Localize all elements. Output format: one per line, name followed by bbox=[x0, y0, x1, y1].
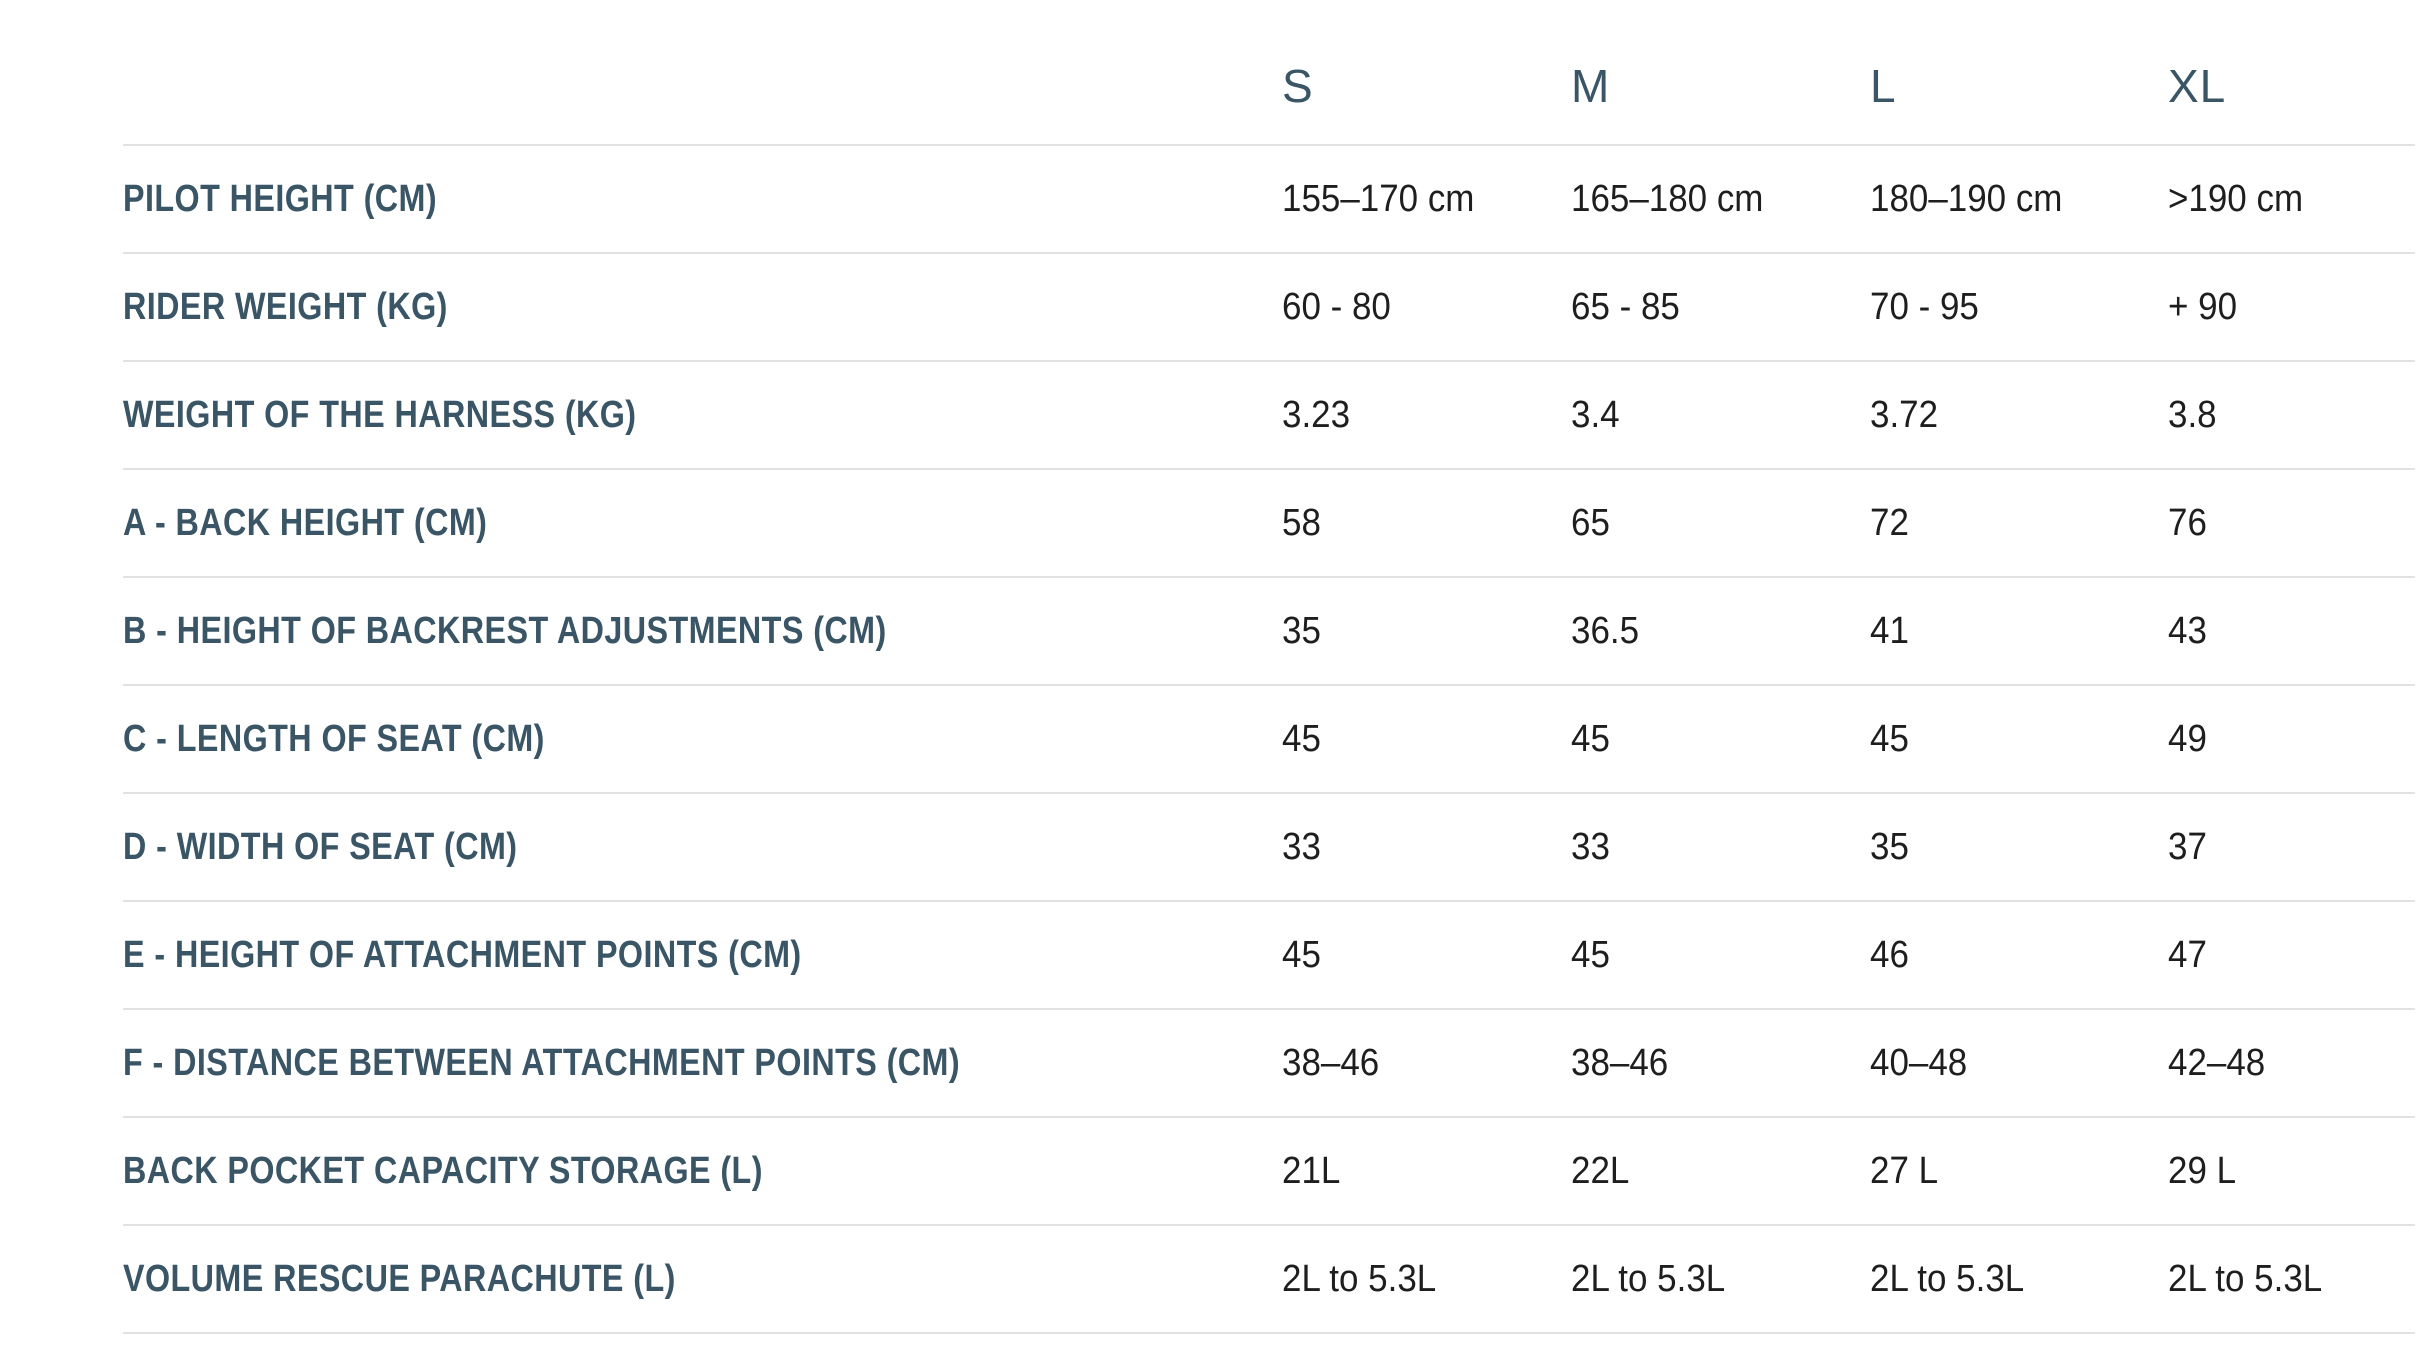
cell-value: 40–48 bbox=[1870, 1041, 1968, 1084]
table-row: E - HEIGHT OF ATTACHMENT POINTS (CM) 45 … bbox=[123, 902, 2415, 1010]
row-label: PILOT HEIGHT (CM) bbox=[123, 177, 438, 220]
cell-value: 33 bbox=[1571, 825, 1610, 868]
table-row: D - WIDTH OF SEAT (CM) 33 33 35 37 bbox=[123, 794, 2415, 902]
cell-value: 35 bbox=[1282, 609, 1321, 652]
cell-value: 35 bbox=[1870, 825, 1909, 868]
cell-value: 43 bbox=[2168, 609, 2207, 652]
row-label: E - HEIGHT OF ATTACHMENT POINTS (CM) bbox=[123, 933, 802, 976]
row-label: D - WIDTH OF SEAT (CM) bbox=[123, 825, 518, 868]
harness-size-spec-table: S M L XL PILOT HEIGHT (CM) 155–170 cm 16… bbox=[123, 0, 2415, 1334]
cell-value: 45 bbox=[1282, 717, 1321, 760]
size-column-header-m: M bbox=[1571, 60, 1611, 112]
cell-value: 2L to 5.3L bbox=[2168, 1257, 2323, 1300]
table-row: A - BACK HEIGHT (CM) 58 65 72 76 bbox=[123, 470, 2415, 578]
size-header-row: S M L XL bbox=[123, 0, 2415, 144]
cell-value: 45 bbox=[1870, 717, 1909, 760]
cell-value: 3.72 bbox=[1870, 393, 1939, 436]
cell-value: 46 bbox=[1870, 933, 1909, 976]
cell-value: 72 bbox=[1870, 501, 1909, 544]
table-row: WEIGHT OF THE HARNESS (KG) 3.23 3.4 3.72… bbox=[123, 362, 2415, 470]
cell-value: >190 cm bbox=[2168, 177, 2304, 220]
cell-value: 180–190 cm bbox=[1870, 177, 2063, 220]
table-body: PILOT HEIGHT (CM) 155–170 cm 165–180 cm … bbox=[123, 144, 2415, 1334]
cell-value: 36.5 bbox=[1571, 609, 1640, 652]
cell-value: 76 bbox=[2168, 501, 2207, 544]
table-row: RIDER WEIGHT (KG) 60 - 80 65 - 85 70 - 9… bbox=[123, 254, 2415, 362]
table-row: VOLUME RESCUE PARACHUTE (L) 2L to 5.3L 2… bbox=[123, 1226, 2415, 1334]
row-label: VOLUME RESCUE PARACHUTE (L) bbox=[123, 1257, 676, 1300]
size-column-header-s: S bbox=[1282, 60, 1314, 112]
cell-value: 155–170 cm bbox=[1282, 177, 1475, 220]
cell-value: 3.4 bbox=[1571, 393, 1620, 436]
cell-value: 27 L bbox=[1870, 1149, 1939, 1192]
cell-value: 42–48 bbox=[2168, 1041, 2266, 1084]
cell-value: 3.8 bbox=[2168, 393, 2217, 436]
cell-value: 22L bbox=[1571, 1149, 1630, 1192]
cell-value: 38–46 bbox=[1571, 1041, 1669, 1084]
table-row: PILOT HEIGHT (CM) 155–170 cm 165–180 cm … bbox=[123, 146, 2415, 254]
cell-value: 45 bbox=[1571, 717, 1610, 760]
table-row: C - LENGTH OF SEAT (CM) 45 45 45 49 bbox=[123, 686, 2415, 794]
table-row: B - HEIGHT OF BACKREST ADJUSTMENTS (CM) … bbox=[123, 578, 2415, 686]
cell-value: 41 bbox=[1870, 609, 1909, 652]
row-label: BACK POCKET CAPACITY STORAGE (L) bbox=[123, 1149, 763, 1192]
row-label: RIDER WEIGHT (KG) bbox=[123, 285, 448, 328]
cell-value: 2L to 5.3L bbox=[1870, 1257, 2025, 1300]
cell-value: + 90 bbox=[2168, 285, 2238, 328]
cell-value: 70 - 95 bbox=[1870, 285, 1979, 328]
cell-value: 65 bbox=[1571, 501, 1610, 544]
cell-value: 165–180 cm bbox=[1571, 177, 1764, 220]
size-column-header-l: L bbox=[1870, 60, 1897, 112]
row-label: WEIGHT OF THE HARNESS (KG) bbox=[123, 393, 637, 436]
table-row: F - DISTANCE BETWEEN ATTACHMENT POINTS (… bbox=[123, 1010, 2415, 1118]
row-label: B - HEIGHT OF BACKREST ADJUSTMENTS (CM) bbox=[123, 609, 887, 652]
cell-value: 58 bbox=[1282, 501, 1321, 544]
cell-value: 45 bbox=[1571, 933, 1610, 976]
cell-value: 47 bbox=[2168, 933, 2207, 976]
cell-value: 2L to 5.3L bbox=[1282, 1257, 1437, 1300]
row-label: F - DISTANCE BETWEEN ATTACHMENT POINTS (… bbox=[123, 1041, 961, 1084]
cell-value: 29 L bbox=[2168, 1149, 2237, 1192]
row-label: C - LENGTH OF SEAT (CM) bbox=[123, 717, 545, 760]
cell-value: 33 bbox=[1282, 825, 1321, 868]
table-row: BACK POCKET CAPACITY STORAGE (L) 21L 22L… bbox=[123, 1118, 2415, 1226]
cell-value: 37 bbox=[2168, 825, 2207, 868]
cell-value: 60 - 80 bbox=[1282, 285, 1391, 328]
cell-value: 2L to 5.3L bbox=[1571, 1257, 1726, 1300]
cell-value: 3.23 bbox=[1282, 393, 1351, 436]
row-label: A - BACK HEIGHT (CM) bbox=[123, 501, 488, 544]
cell-value: 45 bbox=[1282, 933, 1321, 976]
cell-value: 21L bbox=[1282, 1149, 1341, 1192]
size-column-header-xl: XL bbox=[2168, 60, 2227, 112]
cell-value: 38–46 bbox=[1282, 1041, 1380, 1084]
cell-value: 65 - 85 bbox=[1571, 285, 1680, 328]
cell-value: 49 bbox=[2168, 717, 2207, 760]
